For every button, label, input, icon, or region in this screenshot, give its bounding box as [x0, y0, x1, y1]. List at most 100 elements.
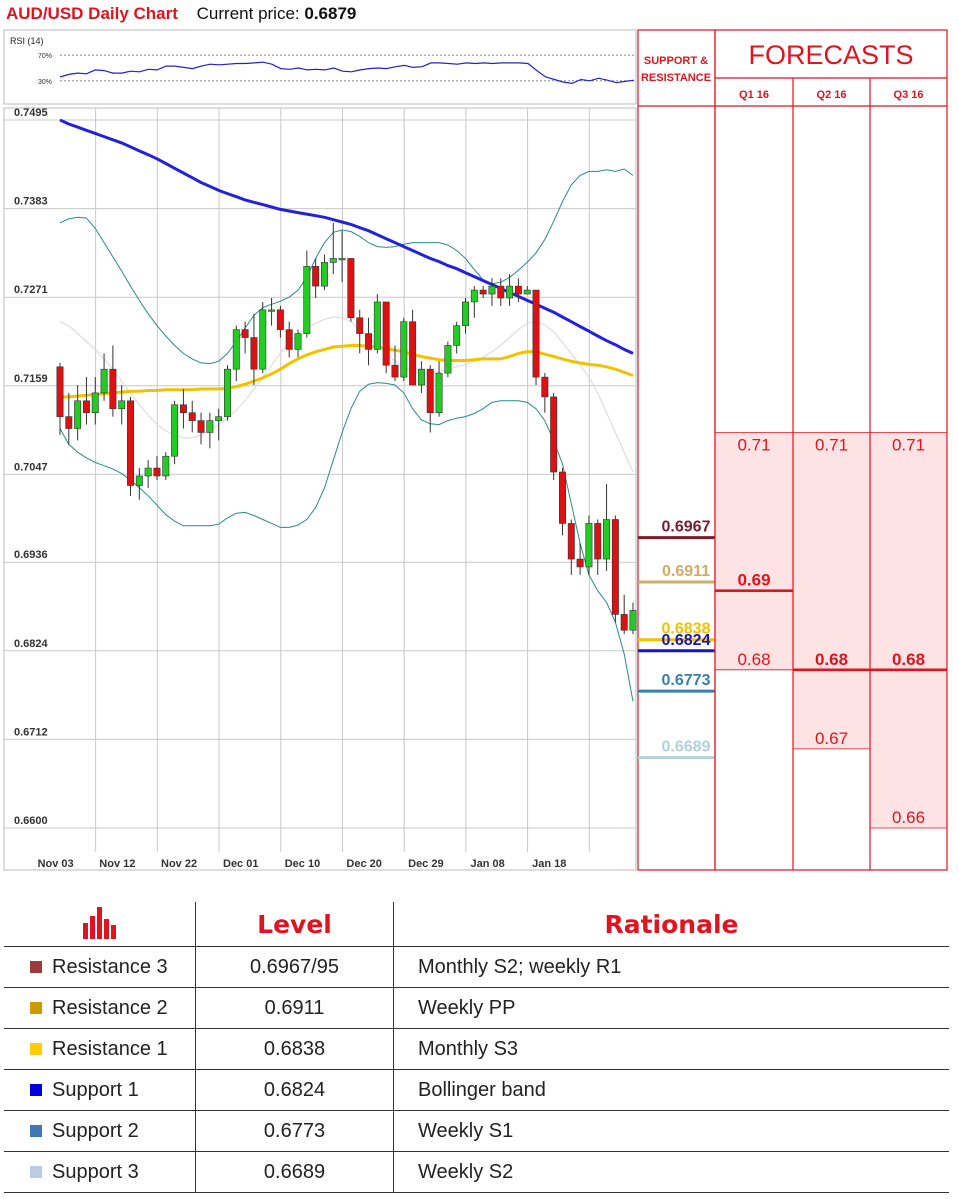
candle-body — [276, 309, 284, 330]
candle-body — [179, 404, 187, 413]
bollinger-lower-line — [59, 382, 634, 702]
candlestick — [100, 353, 108, 401]
price-tick-label: 0.7495 — [14, 107, 48, 119]
level-color-swatch — [30, 1043, 42, 1056]
candlestick — [329, 222, 337, 275]
forecasts-title: FORECASTS — [748, 40, 913, 70]
candlestick — [144, 460, 152, 488]
level-value: 0.6689 — [195, 1151, 394, 1193]
rsi-line — [59, 61, 635, 85]
levels-table-row: Support 2 0.6773 Weekly S1 — [4, 1110, 949, 1152]
sr-level-label: 0.6689 — [662, 739, 711, 756]
candle-body — [118, 400, 126, 410]
candlestick — [118, 385, 126, 425]
candlestick — [603, 483, 611, 571]
candlestick — [585, 515, 593, 575]
level-name: Support 1 — [52, 1078, 139, 1101]
rsi-reference-label: 70% — [38, 53, 52, 60]
candle-body — [479, 289, 487, 295]
candle-body — [470, 289, 478, 303]
sr-header-line2: RESISTANCE — [641, 72, 711, 84]
level-name-cell: Resistance 3 — [4, 946, 196, 988]
price-tick-label: 0.6600 — [14, 815, 48, 827]
forecast-column-label: Q3 16 — [894, 89, 924, 101]
candlestick — [409, 309, 417, 386]
candle-body — [532, 289, 540, 378]
candle-body — [417, 368, 425, 386]
levels-table-row: Resistance 1 0.6838 Monthly S3 — [4, 1028, 949, 1070]
candlestick — [444, 341, 452, 378]
candle-body — [232, 329, 240, 370]
candlestick — [426, 365, 434, 433]
candlestick — [224, 365, 231, 421]
candle-body — [241, 329, 249, 338]
candle-body — [409, 321, 417, 386]
level-name: Resistance 2 — [52, 996, 168, 1019]
candlestick — [320, 254, 328, 291]
candle-body — [312, 266, 320, 287]
candlestick — [567, 519, 575, 575]
chart-title: AUD/USD Daily Chart — [6, 4, 178, 23]
candle-body — [109, 368, 117, 410]
candle-body — [400, 321, 408, 378]
candlestick — [338, 230, 346, 283]
rationale-column-header: Rationale — [393, 902, 949, 947]
level-color-swatch — [30, 1084, 42, 1097]
candle-body — [153, 467, 161, 477]
current-price-label: Current price: — [196, 4, 300, 23]
candle-body — [338, 258, 346, 261]
candlestick — [479, 286, 487, 298]
price-tick-label: 0.6712 — [14, 726, 48, 738]
candlestick — [506, 274, 514, 306]
candlestick — [541, 373, 549, 413]
candle-body — [127, 400, 134, 486]
candlestick — [285, 321, 293, 358]
date-tick-label: Dec 10 — [285, 858, 320, 870]
candle-body — [259, 309, 267, 370]
candlestick — [391, 345, 399, 382]
candlestick — [532, 289, 540, 386]
candle-body — [135, 475, 143, 486]
candlestick — [74, 385, 82, 441]
candlestick — [259, 301, 267, 374]
candlestick — [303, 250, 311, 338]
candle-body — [329, 258, 337, 263]
forecast-high-label: 0.71 — [892, 435, 925, 454]
candle-body — [56, 366, 64, 417]
candlestick — [135, 468, 143, 500]
candle-body — [444, 345, 452, 374]
level-name-cell: Support 1 — [4, 1069, 196, 1111]
forecast-column-label: Q2 16 — [817, 89, 847, 101]
candlestick — [488, 278, 496, 306]
candle-body — [365, 333, 373, 350]
candle-body — [250, 337, 258, 370]
candle-body — [514, 285, 522, 295]
candle-body — [497, 285, 505, 299]
date-tick-label: Nov 12 — [99, 858, 135, 870]
price-panel: 0.7495 0.7383 0.7271 0.7159 0.7047 0.6936 0.68… — [3, 107, 637, 871]
forecast-column-label: Q1 16 — [739, 89, 769, 101]
candle-body — [488, 285, 496, 295]
forecast-range-fill — [870, 432, 947, 828]
candlestick — [162, 452, 170, 480]
date-tick-label: Dec 01 — [223, 858, 258, 870]
candlestick — [206, 412, 214, 449]
candle-body — [523, 289, 531, 295]
candlestick — [594, 519, 602, 575]
candle-body — [435, 372, 443, 413]
level-name: Resistance 1 — [52, 1037, 168, 1060]
level-name: Support 2 — [52, 1119, 139, 1142]
candlestick — [347, 258, 355, 322]
candlestick — [497, 278, 505, 306]
level-rationale: Monthly S3 — [393, 1028, 949, 1070]
forecasts-panel: FORECASTS Q1 16 0.71 0.68 0.69 Q2 16 0.71 0.67… — [714, 29, 948, 871]
candle-body — [74, 400, 82, 429]
level-rationale: Monthly S2; weekly R1 — [393, 946, 949, 988]
candlestick — [550, 392, 558, 480]
level-color-swatch — [30, 1166, 42, 1179]
rsi-title: RSI (14) — [10, 36, 44, 46]
candlestick — [127, 396, 134, 496]
candlestick — [523, 286, 531, 295]
candle-body — [294, 333, 302, 350]
rsi-panel: RSI (14) 70% 30% — [3, 29, 637, 105]
